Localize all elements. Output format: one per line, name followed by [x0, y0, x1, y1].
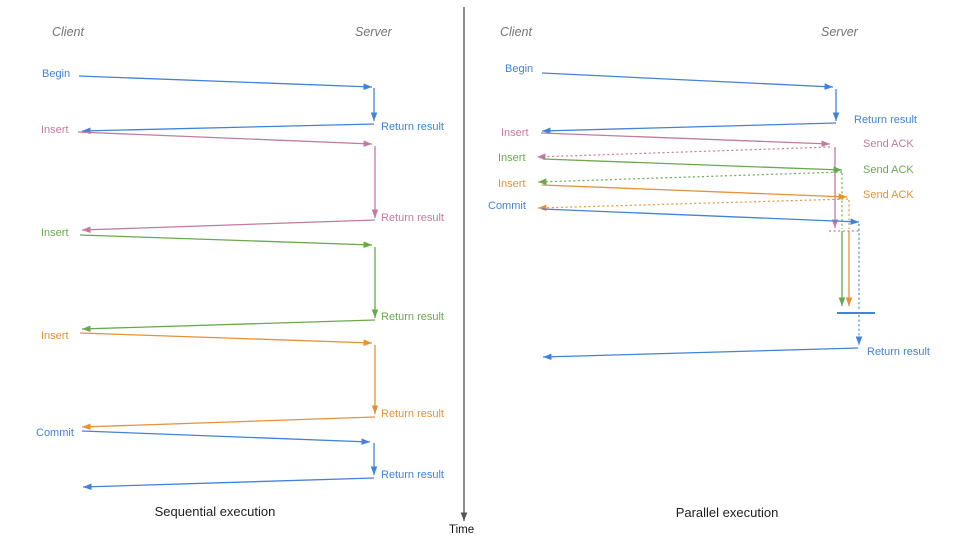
par-insert3-ack-label: Send ACK	[863, 189, 914, 201]
par-insert3-request-arrow	[541, 184, 848, 200]
seq-server-header: Server	[355, 25, 392, 39]
par-begin-request-arrow	[541, 72, 834, 90]
seq-insert1-return-label: Return result	[381, 212, 444, 224]
seq-insert1-label: Insert	[41, 124, 69, 136]
par-client-header: Client	[500, 25, 532, 39]
seq-insert1-request-arrow	[77, 131, 373, 147]
parallel-title: Parallel execution	[675, 505, 779, 520]
par-server-header: Server	[821, 25, 858, 39]
seq-insert3-label: Insert	[41, 330, 69, 342]
seq-commit-request-arrow	[81, 430, 371, 445]
seq-insert1-response-arrow	[81, 219, 376, 234]
par-begin-response-arrow	[541, 122, 837, 135]
seq-begin-request-arrow	[78, 75, 373, 90]
seq-begin-label: Begin	[42, 68, 71, 80]
par-commit-request-arrow	[541, 208, 860, 225]
par-insert1-request-arrow	[540, 132, 831, 147]
seq-insert2-response-arrow	[81, 319, 376, 333]
sequential-arrows	[77, 75, 379, 491]
par-insert2-request-arrow	[542, 158, 843, 173]
seq-insert3-request-arrow	[79, 332, 373, 347]
par-commit-return-label: Return result	[867, 346, 930, 358]
seq-insert2-return-label: Return result	[381, 311, 444, 323]
seq-insert3-response-arrow	[81, 416, 376, 431]
seq-commit-return-label: Return result	[381, 469, 444, 481]
seq-insert3-return-label: Return result	[381, 408, 444, 420]
seq-begin-return-label: Return result	[381, 121, 444, 133]
par-insert1-ack-arrow	[536, 146, 831, 161]
seq-begin-response-arrow	[81, 123, 375, 135]
par-insert3-ack-arrow	[537, 198, 849, 212]
par-commit-label: Commit	[488, 200, 526, 212]
seq-insert2-request-arrow	[79, 234, 373, 249]
par-insert2-ack-arrow	[537, 171, 843, 186]
par-insert3-label: Insert	[498, 178, 526, 190]
par-insert1-label: Insert	[501, 127, 529, 139]
seq-insert2-label: Insert	[41, 227, 69, 239]
seq-commit-response-arrow	[82, 477, 375, 491]
par-insert2-label: Insert	[498, 152, 526, 164]
par-commit-response-arrow	[542, 347, 859, 361]
seq-client-header: Client	[52, 25, 84, 39]
par-insert2-ack-label: Send ACK	[863, 164, 914, 176]
time-axis-label: Time	[449, 524, 475, 536]
seq-commit-label: Commit	[36, 427, 74, 439]
par-insert1-ack-label: Send ACK	[863, 138, 914, 150]
sequential-title: Sequential execution	[154, 504, 276, 519]
parallel-arrows	[536, 72, 875, 361]
par-begin-label: Begin	[505, 63, 534, 75]
par-begin-return-label: Return result	[854, 114, 917, 126]
